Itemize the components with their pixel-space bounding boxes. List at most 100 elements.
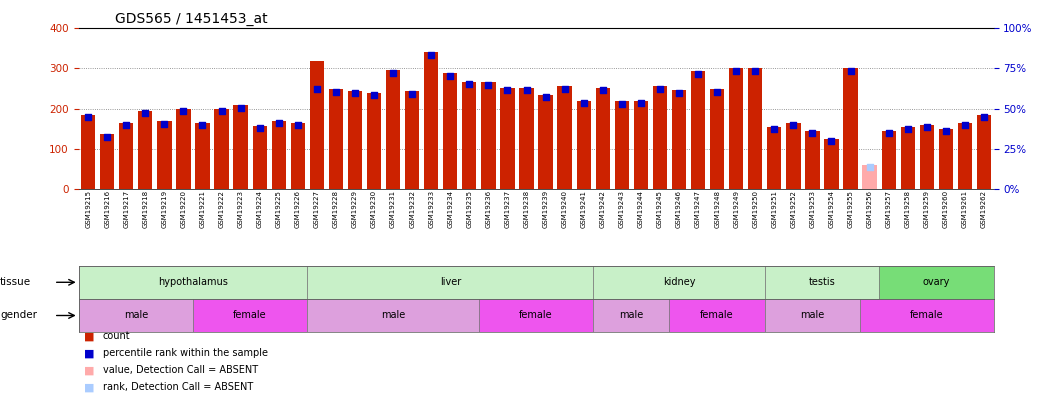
Point [461,81,478,88]
Point [652,86,669,92]
Bar [500,88,515,189]
Point [117,122,134,129]
Text: male: male [801,311,825,320]
Point [270,119,287,126]
Point [785,122,802,129]
Bar [748,68,762,189]
Point [233,104,249,111]
Point [137,110,154,117]
Bar [307,299,479,332]
Point [308,86,325,92]
Bar [615,101,629,189]
Bar [977,115,991,189]
Bar [863,165,877,189]
Bar [479,299,593,332]
Bar [900,127,915,189]
Bar [881,130,896,189]
Text: ■: ■ [84,331,94,341]
Point [976,114,992,121]
Text: percentile rank within the sample: percentile rank within the sample [103,348,267,358]
Point [175,107,192,114]
Text: rank, Detection Call = ABSENT: rank, Detection Call = ABSENT [103,382,253,392]
Point [289,122,306,128]
Bar [290,123,305,189]
Bar [670,299,765,332]
Bar [691,71,705,189]
Point [480,82,497,89]
Bar [825,139,838,189]
Bar [271,121,286,189]
Point [823,138,839,145]
Point [556,86,573,92]
Point [328,88,345,95]
Bar [481,83,496,189]
Bar [860,299,994,332]
Bar [424,52,438,189]
Bar [405,91,419,189]
Text: tissue: tissue [0,277,31,287]
Point [727,68,744,74]
Bar [539,94,552,189]
Text: female: female [234,311,267,320]
Bar [79,266,307,299]
Point [613,100,630,107]
Bar [765,266,879,299]
Point [861,164,878,170]
Text: female: female [910,311,943,320]
Bar [119,124,133,189]
Text: liver: liver [440,277,461,287]
Bar [729,68,743,189]
Point [671,90,687,96]
Text: gender: gender [0,311,37,320]
Bar [253,126,267,189]
Text: male: male [381,311,406,320]
Text: ■: ■ [84,348,94,358]
Point [957,122,974,129]
Text: testis: testis [809,277,835,287]
Point [575,100,592,107]
Point [366,92,383,98]
Bar [193,299,307,332]
Bar [767,127,782,189]
Point [385,70,401,77]
Bar [215,109,228,189]
Bar [307,266,593,299]
Point [843,68,859,75]
Point [80,114,96,121]
Bar [234,105,247,189]
Bar [81,115,95,189]
Text: male: male [619,311,643,320]
Bar [576,100,591,189]
Bar [329,89,343,189]
Point [499,87,516,93]
Bar [920,125,934,189]
Bar [443,73,457,189]
Bar [100,134,114,189]
Bar [593,266,765,299]
Point [633,100,650,106]
Bar [958,123,973,189]
Point [747,68,764,74]
Bar [138,111,152,189]
Bar [157,122,172,189]
Text: ■: ■ [84,382,94,392]
Point [194,122,211,128]
Bar [634,100,648,189]
Bar [672,90,686,189]
Point [252,125,268,131]
Bar [79,299,193,332]
Bar [805,130,820,189]
Bar [367,92,381,189]
Bar [593,299,670,332]
Text: value, Detection Call = ABSENT: value, Detection Call = ABSENT [103,365,258,375]
Bar [558,87,572,189]
Point [99,133,115,140]
Text: GDS565 / 1451453_at: GDS565 / 1451453_at [115,12,268,26]
Point [708,88,725,95]
Point [594,87,611,93]
Bar [786,123,801,189]
Bar [176,109,191,189]
Text: female: female [519,311,553,320]
Text: female: female [700,311,734,320]
Text: ■: ■ [84,365,94,375]
